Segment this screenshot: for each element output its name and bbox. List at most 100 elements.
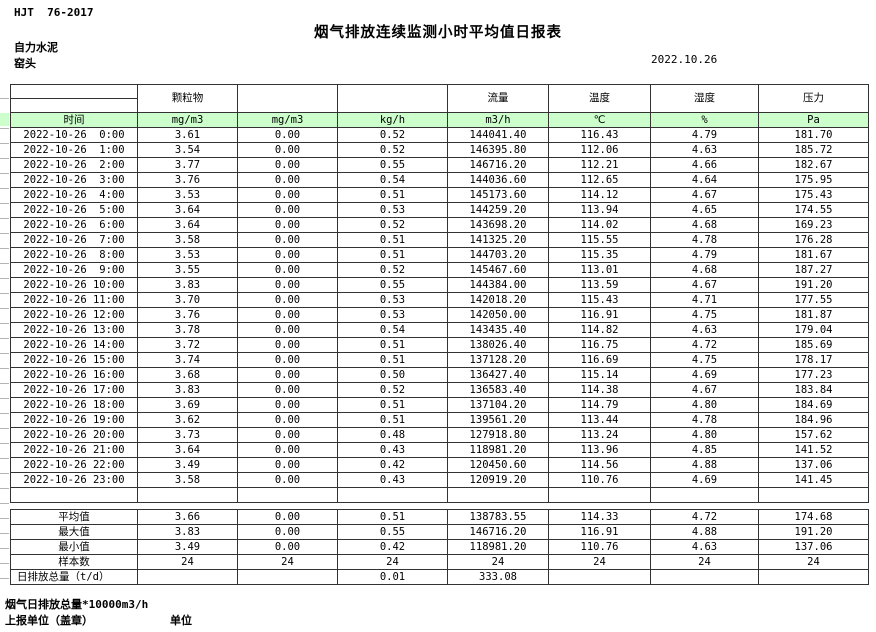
table-row: 2022-10-26 11:00 3.70 0.00 0.53 142018.20 115… <box>10 292 869 308</box>
cell-value: 3.73 <box>137 427 238 443</box>
table-row: 2022-10-26 12:00 3.76 0.00 0.53 142050.00 116… <box>10 307 869 323</box>
table-row: 2022-10-26 18:00 3.69 0.00 0.51 137104.20 114… <box>10 397 869 413</box>
cell-value: 3.54 <box>137 142 238 158</box>
cell-value: 4.71 <box>650 292 759 308</box>
cell-value: 191.20 <box>758 277 869 293</box>
summary-value <box>137 569 238 585</box>
summary-value: 24 <box>447 554 549 570</box>
cell-value: 115.55 <box>548 232 651 248</box>
standard-code: HJT 76-2017 <box>14 6 94 19</box>
cell-value: 142050.00 <box>447 307 549 323</box>
summary-value: 4.63 <box>650 539 759 555</box>
unit-header-7: Pa <box>758 112 869 128</box>
cell-value: 113.01 <box>548 262 651 278</box>
cell-value: 3.72 <box>137 337 238 353</box>
cell-time: 2022-10-26 9:00 <box>10 262 138 278</box>
time-header-upper-cell <box>11 86 137 99</box>
blank-cell <box>758 487 869 503</box>
cell-value: 0.00 <box>237 262 338 278</box>
summary-value: 333.08 <box>447 569 549 585</box>
table-row: 2022-10-26 9:00 3.55 0.00 0.52 145467.60 113.… <box>10 262 869 278</box>
cell-value: 0.00 <box>237 472 338 488</box>
summary-value: 116.91 <box>548 524 651 540</box>
cell-time: 2022-10-26 23:00 <box>10 472 138 488</box>
cell-time: 2022-10-26 1:00 <box>10 142 138 158</box>
cell-value: 0.00 <box>237 427 338 443</box>
table-row: 2022-10-26 5:00 3.64 0.00 0.53 144259.20 113.… <box>10 202 869 218</box>
summary-value <box>237 569 338 585</box>
summary-row: 平均值 3.66 0.00 0.51 138783.55 114.33 4.72 174.68 <box>10 509 869 525</box>
table-row: 2022-10-26 2:00 3.77 0.00 0.55 146716.20 112.… <box>10 157 869 173</box>
summary-row: 最大值 3.83 0.00 0.55 146716.20 116.91 4.88 191.20 <box>10 524 869 540</box>
summary-label: 平均值 <box>10 509 138 525</box>
cell-value: 120919.20 <box>447 472 549 488</box>
cell-time: 2022-10-26 10:00 <box>10 277 138 293</box>
summary-value: 138783.55 <box>447 509 549 525</box>
cell-value: 157.62 <box>758 427 869 443</box>
table-row: 2022-10-26 10:00 3.83 0.00 0.55 144384.00 113… <box>10 277 869 293</box>
cell-value: 118981.20 <box>447 442 549 458</box>
group-header-2 <box>237 84 338 113</box>
summary-value: 114.33 <box>548 509 651 525</box>
hourly-rows: 2022-10-26 0:00 3.61 0.00 0.52 144041.40 116.… <box>10 127 869 503</box>
cell-value: 3.49 <box>137 457 238 473</box>
table-row: 2022-10-26 23:00 3.58 0.00 0.43 120919.20 110… <box>10 472 869 488</box>
cell-value: 4.67 <box>650 382 759 398</box>
cell-value: 176.28 <box>758 232 869 248</box>
cell-time: 2022-10-26 21:00 <box>10 442 138 458</box>
cell-value: 0.52 <box>337 217 448 233</box>
cell-value: 3.76 <box>137 172 238 188</box>
cell-value: 181.87 <box>758 307 869 323</box>
group-header-3 <box>337 84 448 113</box>
table-left-cut-green-cell <box>0 113 9 126</box>
cell-value: 112.21 <box>548 157 651 173</box>
table-row: 2022-10-26 20:00 3.73 0.00 0.48 127918.80 113… <box>10 427 869 443</box>
table-row: 2022-10-26 14:00 3.72 0.00 0.51 138026.40 116… <box>10 337 869 353</box>
cell-value: 3.58 <box>137 472 238 488</box>
cell-value: 4.88 <box>650 457 759 473</box>
cell-value: 114.82 <box>548 322 651 338</box>
table-row: 2022-10-26 15:00 3.74 0.00 0.51 137128.20 116… <box>10 352 869 368</box>
cell-value: 137128.20 <box>447 352 549 368</box>
cell-value: 114.79 <box>548 397 651 413</box>
summary-value: 24 <box>337 554 448 570</box>
table-row: 2022-10-26 7:00 3.58 0.00 0.51 141325.20 115.… <box>10 232 869 248</box>
cell-value: 0.00 <box>237 457 338 473</box>
cell-value: 143435.40 <box>447 322 549 338</box>
summary-value: 191.20 <box>758 524 869 540</box>
blank-cell <box>237 487 338 503</box>
summary-value: 0.00 <box>237 539 338 555</box>
unit-header-2: mg/m3 <box>237 112 338 128</box>
cell-value: 3.64 <box>137 442 238 458</box>
cell-value: 144384.00 <box>447 277 549 293</box>
cell-value: 4.75 <box>650 307 759 323</box>
summary-value: 24 <box>237 554 338 570</box>
cell-time: 2022-10-26 13:00 <box>10 322 138 338</box>
cell-value: 0.00 <box>237 322 338 338</box>
cell-value: 3.64 <box>137 217 238 233</box>
cell-time: 2022-10-26 2:00 <box>10 157 138 173</box>
cell-value: 114.02 <box>548 217 651 233</box>
cell-value: 179.04 <box>758 322 869 338</box>
time-column-header <box>10 84 138 113</box>
cell-value: 0.00 <box>237 232 338 248</box>
cell-value: 0.53 <box>337 292 448 308</box>
cell-value: 0.51 <box>337 397 448 413</box>
cell-value: 175.95 <box>758 172 869 188</box>
cell-value: 113.96 <box>548 442 651 458</box>
cell-value: 0.00 <box>237 172 338 188</box>
time-header-lower-cell <box>12 99 137 112</box>
cell-value: 183.84 <box>758 382 869 398</box>
blank-cell <box>447 487 549 503</box>
summary-value <box>548 569 651 585</box>
table-row: 2022-10-26 22:00 3.49 0.00 0.42 120450.60 114… <box>10 457 869 473</box>
cell-value: 0.00 <box>237 397 338 413</box>
cell-time: 2022-10-26 8:00 <box>10 247 138 263</box>
cell-value: 3.58 <box>137 232 238 248</box>
cell-value: 0.43 <box>337 472 448 488</box>
summary-value: 3.66 <box>137 509 238 525</box>
cell-value: 0.52 <box>337 142 448 158</box>
cell-value: 127918.80 <box>447 427 549 443</box>
cell-value: 3.64 <box>137 202 238 218</box>
cell-value: 4.68 <box>650 217 759 233</box>
